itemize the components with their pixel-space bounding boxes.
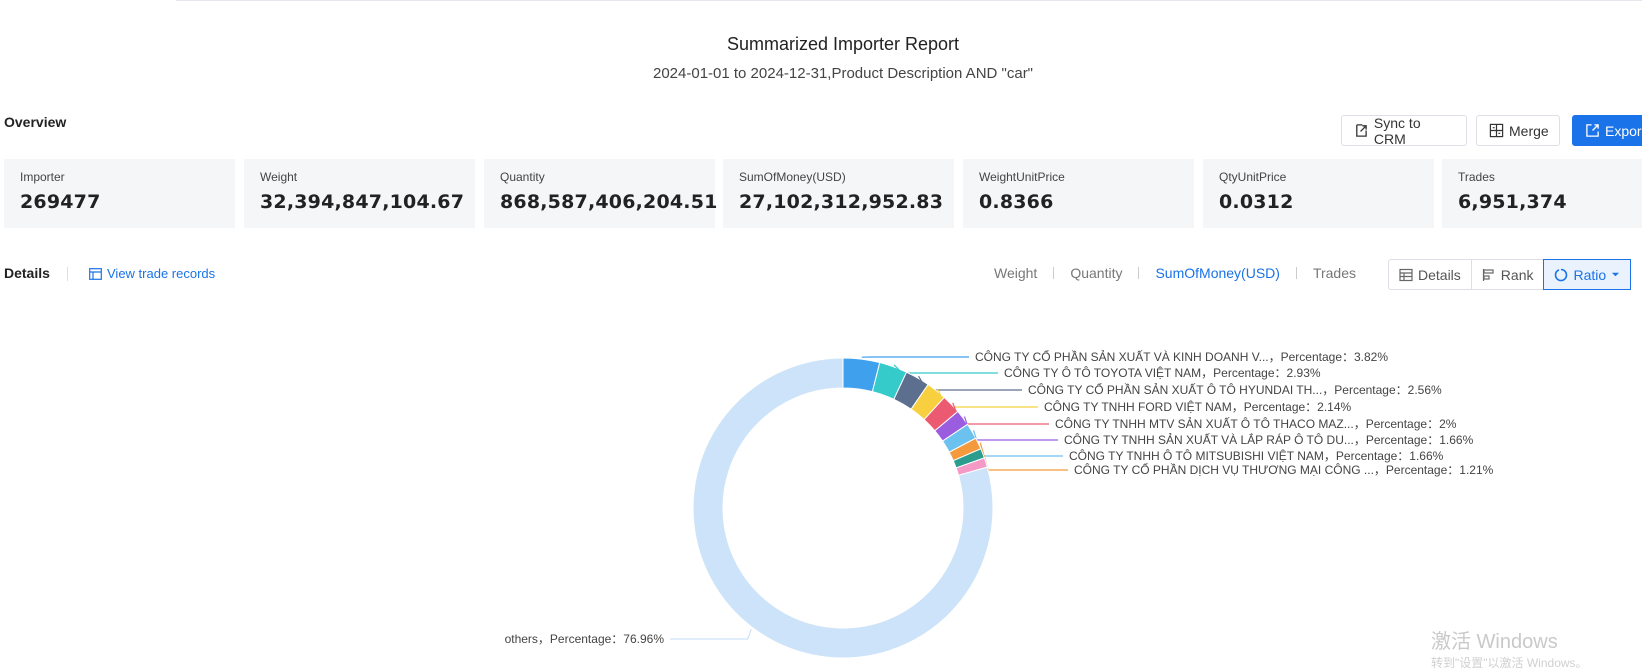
- ratio-view-label: Ratio: [1573, 267, 1606, 283]
- slice-label: CÔNG TY TNHH Ô TÔ MITSUBISHI VIỆT NAM，Pe…: [1069, 448, 1444, 463]
- tab-weight[interactable]: Weight: [994, 265, 1037, 281]
- stat-card-importer: Importer 269477: [4, 159, 235, 228]
- label-leader-line: [953, 403, 1049, 424]
- stat-label: WeightUnitPrice: [979, 170, 1178, 184]
- stat-value: 269477: [20, 191, 219, 213]
- report-subtitle: 2024-01-01 to 2024-12-31,Product Descrip…: [0, 65, 1642, 82]
- tab-quantity[interactable]: Quantity: [1070, 265, 1122, 281]
- slice-label: CÔNG TY TNHH FORD VIỆT NAM，Percentage：2.…: [1044, 399, 1352, 414]
- details-heading: Details: [4, 265, 50, 281]
- view-trade-records-label: View trade records: [107, 266, 215, 281]
- view-trade-records-link[interactable]: View trade records: [89, 266, 215, 281]
- ratio-donut-chart: CÔNG TY CỔ PHẦN SẢN XUẤT VÀ KINH DOANH V…: [0, 300, 1642, 661]
- stat-value: 27,102,312,952.83: [739, 191, 938, 213]
- records-icon: [89, 268, 102, 280]
- stat-card-trades: Trades 6,951,374: [1442, 159, 1642, 228]
- label-leader-line: [974, 430, 1063, 456]
- sync-icon: [1354, 123, 1369, 138]
- stat-label: Weight: [260, 170, 459, 184]
- ring-icon: [1554, 268, 1568, 282]
- overview-heading: Overview: [4, 114, 66, 130]
- export-icon: [1585, 123, 1600, 138]
- merge-label: Merge: [1509, 123, 1549, 139]
- sync-to-crm-label: Sync to CRM: [1374, 115, 1456, 147]
- details-view-button[interactable]: Details: [1389, 260, 1472, 289]
- tab-divider: [1138, 267, 1139, 279]
- slice-label: CÔNG TY TNHH SẢN XUẤT VÀ LẮP RÁP Ô TÔ DU…: [1064, 432, 1474, 447]
- label-leader-line: [670, 629, 751, 639]
- merge-button[interactable]: Merge: [1476, 115, 1560, 146]
- stat-card-quantity: Quantity 868,587,406,204.51: [484, 159, 715, 228]
- label-leader-line: [964, 417, 1058, 440]
- details-view-label: Details: [1418, 267, 1461, 283]
- merge-icon: [1489, 123, 1504, 138]
- windows-watermark: 激活 Windows: [1431, 625, 1558, 654]
- stat-label: Trades: [1458, 170, 1626, 184]
- metric-tabs: Weight Quantity SumOfMoney(USD) Trades: [994, 265, 1356, 281]
- details-divider: [67, 267, 68, 281]
- export-button[interactable]: Expor: [1572, 115, 1642, 146]
- slice-label: CÔNG TY CỔ PHẦN SẢN XUẤT Ô TÔ HYUNDAI TH…: [1028, 382, 1442, 397]
- stat-value: 0.8366: [979, 191, 1178, 213]
- rank-view-label: Rank: [1501, 267, 1534, 283]
- table-icon: [1399, 268, 1413, 282]
- stat-card-weightunitprice: WeightUnitPrice 0.8366: [963, 159, 1194, 228]
- slice-label: CÔNG TY CỔ PHẦN DỊCH VỤ THƯƠNG MẠI CÔNG …: [1074, 462, 1494, 477]
- caret-down-icon: [1611, 270, 1620, 279]
- tab-divider: [1296, 267, 1297, 279]
- windows-watermark-sub: 转到"设置"以激活 Windows。: [1431, 654, 1588, 671]
- top-divider: [176, 0, 1642, 1]
- report-title: Summarized Importer Report: [0, 34, 1642, 55]
- stat-label: Quantity: [500, 170, 699, 184]
- tab-divider: [1053, 267, 1054, 279]
- sync-to-crm-button[interactable]: Sync to CRM: [1341, 115, 1467, 146]
- slice-label: others，Percentage：76.96%: [505, 632, 665, 646]
- tab-trades[interactable]: Trades: [1313, 265, 1356, 281]
- ratio-view-button[interactable]: Ratio: [1543, 259, 1631, 290]
- stat-label: SumOfMoney(USD): [739, 170, 938, 184]
- export-label: Expor: [1605, 123, 1642, 139]
- stat-label: QtyUnitPrice: [1219, 170, 1418, 184]
- slice-label: CÔNG TY TNHH MTV SẢN XUẤT Ô TÔ THACO MAZ…: [1055, 416, 1457, 431]
- view-mode-switch: Details Rank Ratio: [1388, 259, 1631, 290]
- stat-value: 0.0312: [1219, 191, 1418, 213]
- rank-icon: [1482, 268, 1496, 282]
- tab-sumofmoney[interactable]: SumOfMoney(USD): [1155, 265, 1279, 281]
- slice-label: CÔNG TY Ô TÔ TOYOTA VIỆT NAM，Percentage：…: [1004, 365, 1321, 380]
- slice-label: CÔNG TY CỔ PHẦN SẢN XUẤT VÀ KINH DOANH V…: [975, 349, 1388, 364]
- stat-value: 6,951,374: [1458, 191, 1626, 213]
- label-leader-line: [894, 365, 998, 373]
- stat-card-sumofmoney: SumOfMoney(USD) 27,102,312,952.83: [723, 159, 954, 228]
- rank-view-button[interactable]: Rank: [1472, 260, 1545, 289]
- stat-value: 32,394,847,104.67: [260, 191, 459, 213]
- stat-value: 868,587,406,204.51: [500, 191, 699, 213]
- stat-card-qtyunitprice: QtyUnitPrice 0.0312: [1203, 159, 1434, 228]
- stat-label: Importer: [20, 170, 219, 184]
- stat-card-weight: Weight 32,394,847,104.67: [244, 159, 475, 228]
